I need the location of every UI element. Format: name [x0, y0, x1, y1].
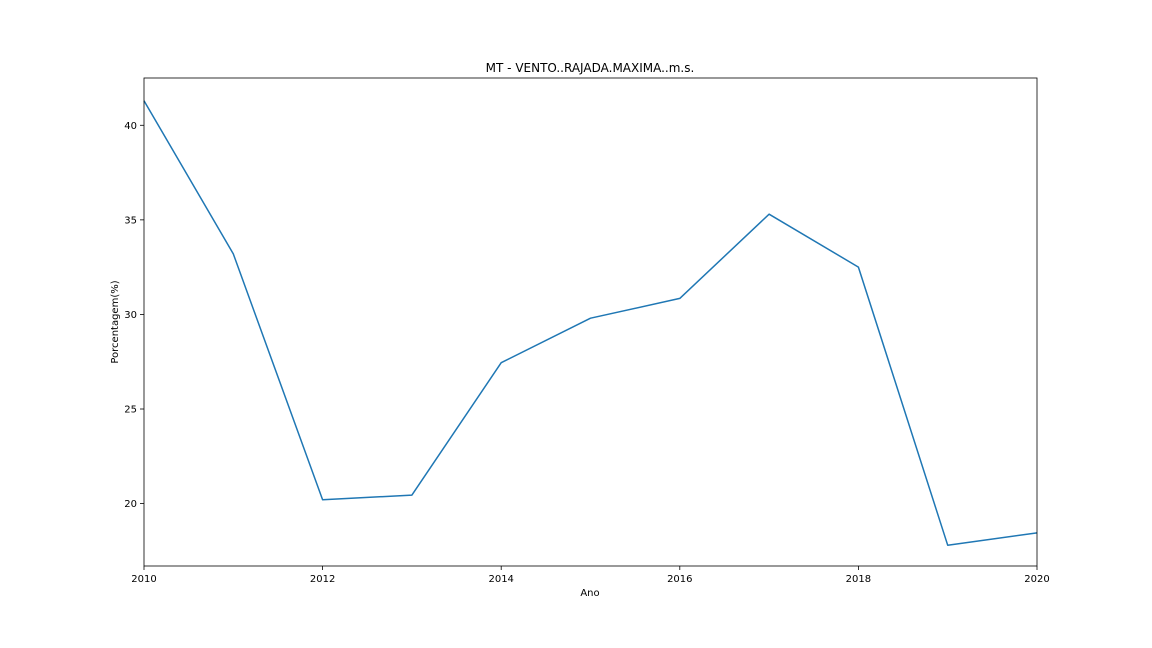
x-tick-label: 2014: [488, 574, 513, 585]
plot-area: [143, 100, 1038, 546]
chart-title: MT - VENTO..RAJADA.MAXIMA..m.s.: [486, 61, 695, 75]
y-tick-label: 35: [124, 215, 137, 226]
x-tick-label: 2016: [667, 574, 692, 585]
series-line-0: [143, 100, 1038, 546]
y-axis: 20 25 30 35 40: [124, 121, 144, 510]
y-tick-label: 25: [124, 405, 137, 416]
x-tick-label: 2020: [1024, 574, 1049, 585]
x-tick-label: 2010: [131, 574, 156, 585]
x-axis-label: Ano: [580, 588, 599, 599]
y-tick-label: 20: [124, 499, 137, 510]
x-tick-label: 2012: [310, 574, 335, 585]
plot-frame: [143, 77, 1038, 567]
y-tick-label: 30: [124, 310, 137, 321]
x-tick-label: 2018: [846, 574, 871, 585]
x-axis: 2010 2012 2014 2016 2018 2020: [131, 566, 1050, 585]
y-axis-label: Porcentagem(%): [110, 280, 121, 363]
y-tick-label: 40: [124, 121, 137, 132]
